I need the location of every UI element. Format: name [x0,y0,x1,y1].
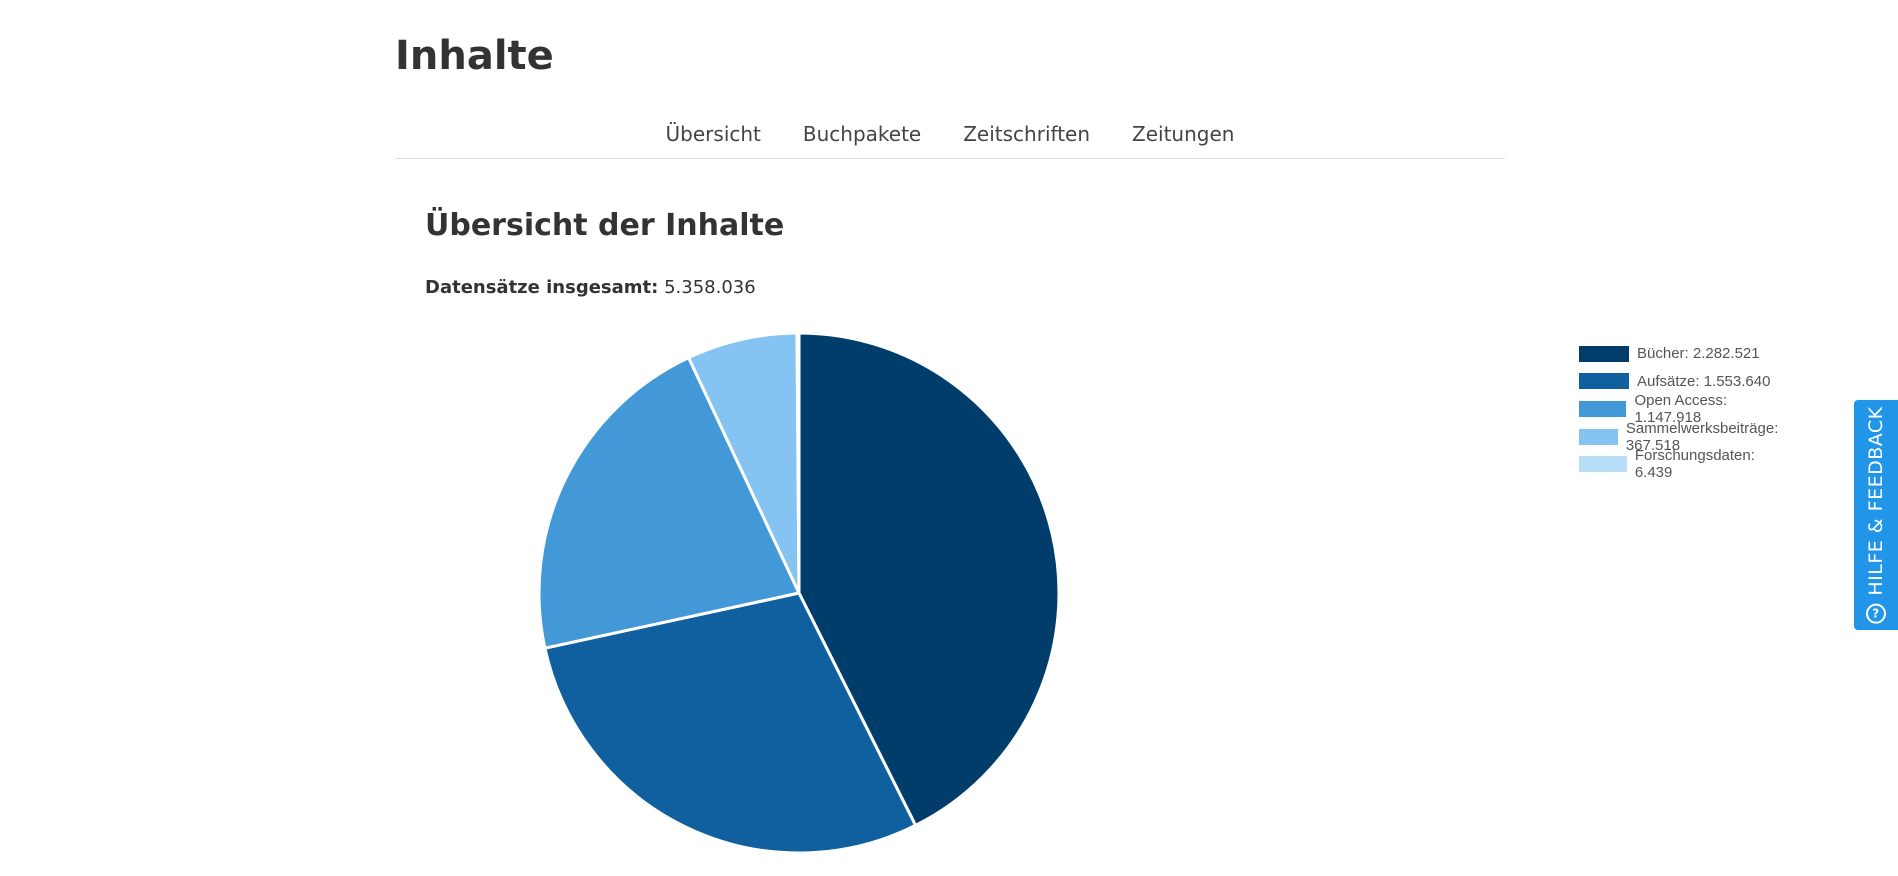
legend-label: Open Access: 1.147.918 [1634,391,1728,426]
legend-swatch [1579,400,1627,417]
help-feedback-button[interactable]: ? HILFE & FEEDBACK [1854,400,1898,630]
help-feedback-label: HILFE & FEEDBACK [1865,406,1887,596]
chart-legend: Bücher: 2.282.521 Aufsätze: 1.553.640 Open… [1579,340,1790,482]
legend-label: Forschungsdaten: 6.439 [1634,447,1755,482]
total-records-label: Datensätze insgesamt: [425,277,659,298]
legend-swatch [1579,456,1627,473]
pie-slice-open-access[interactable] [537,356,801,650]
pie-slice-aufs-tze[interactable] [543,591,918,855]
nav-item-zeitungen[interactable]: Zeitungen [1132,122,1235,146]
legend-label: Aufsätze: 1.553.640 [1637,372,1771,390]
legend-item[interactable]: Bücher: 2.282.521 [1579,340,1790,368]
legend-label: Sammelwerksbeiträge: 367.518 [1625,419,1779,454]
legend-swatch [1579,345,1629,362]
total-records-value: 5.358.036 [664,277,756,298]
legend-item[interactable]: Forschungsdaten: 6.439 [1579,447,1790,482]
section-title: Übersicht der Inhalte [425,208,785,243]
nav-item-zeitschriften[interactable]: Zeitschriften [963,122,1091,146]
pie-slice-b-cher[interactable] [797,331,1061,827]
legend-item[interactable]: Aufsätze: 1.553.640 [1579,368,1790,396]
pie-slice-sammelwerksbeitr-ge[interactable] [687,331,801,595]
legend-item[interactable]: Open Access: 1.147.918 [1579,391,1790,426]
pie-chart [537,331,1061,855]
help-feedback-content: ? HILFE & FEEDBACK [1865,406,1887,624]
nav-item-buchpakete[interactable]: Buchpakete [802,122,922,146]
page-title: Inhalte [395,33,554,79]
legend-swatch [1579,373,1629,390]
pie-slice-forschungsdaten[interactable] [795,331,801,595]
nav-item-uebersicht[interactable]: Übersicht [665,122,761,146]
content-nav: Übersicht Buchpakete Zeitschriften Zeitu… [395,118,1505,159]
legend-label: Bücher: 2.282.521 [1637,345,1760,363]
legend-item[interactable]: Sammelwerksbeiträge: 367.518 [1579,419,1790,454]
legend-swatch [1579,428,1618,445]
help-circle-icon: ? [1866,603,1886,624]
total-records: Datensätze insgesamt: 5.358.036 [425,275,756,301]
